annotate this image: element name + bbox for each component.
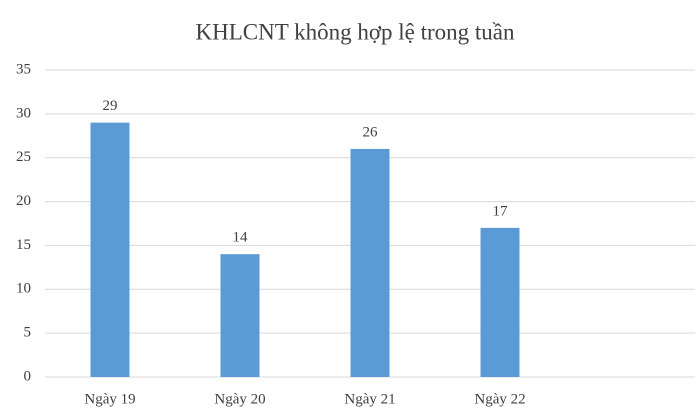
data-label: 29 <box>103 98 118 114</box>
bar <box>480 227 520 377</box>
chart-title: KHLCNT không hợp lệ trong tuần <box>195 19 515 44</box>
x-tick-label: Ngày 22 <box>474 391 525 407</box>
data-label: 26 <box>363 124 379 140</box>
x-tick-label: Ngày 19 <box>84 391 135 407</box>
x-tick-label: Ngày 21 <box>344 391 395 407</box>
y-tick-label: 35 <box>16 61 31 77</box>
bar <box>350 148 390 377</box>
data-label: 17 <box>493 203 509 219</box>
y-tick-label: 5 <box>24 325 32 341</box>
y-tick-label: 15 <box>16 237 31 253</box>
y-tick-label: 25 <box>16 149 31 165</box>
bar <box>220 254 260 377</box>
y-tick-label: 0 <box>24 368 32 384</box>
data-label: 14 <box>233 230 249 246</box>
y-tick-label: 10 <box>16 281 31 297</box>
x-tick-label: Ngày 20 <box>214 391 265 407</box>
y-tick-label: 30 <box>16 105 31 121</box>
bar <box>90 122 130 377</box>
y-tick-label: 20 <box>16 193 31 209</box>
